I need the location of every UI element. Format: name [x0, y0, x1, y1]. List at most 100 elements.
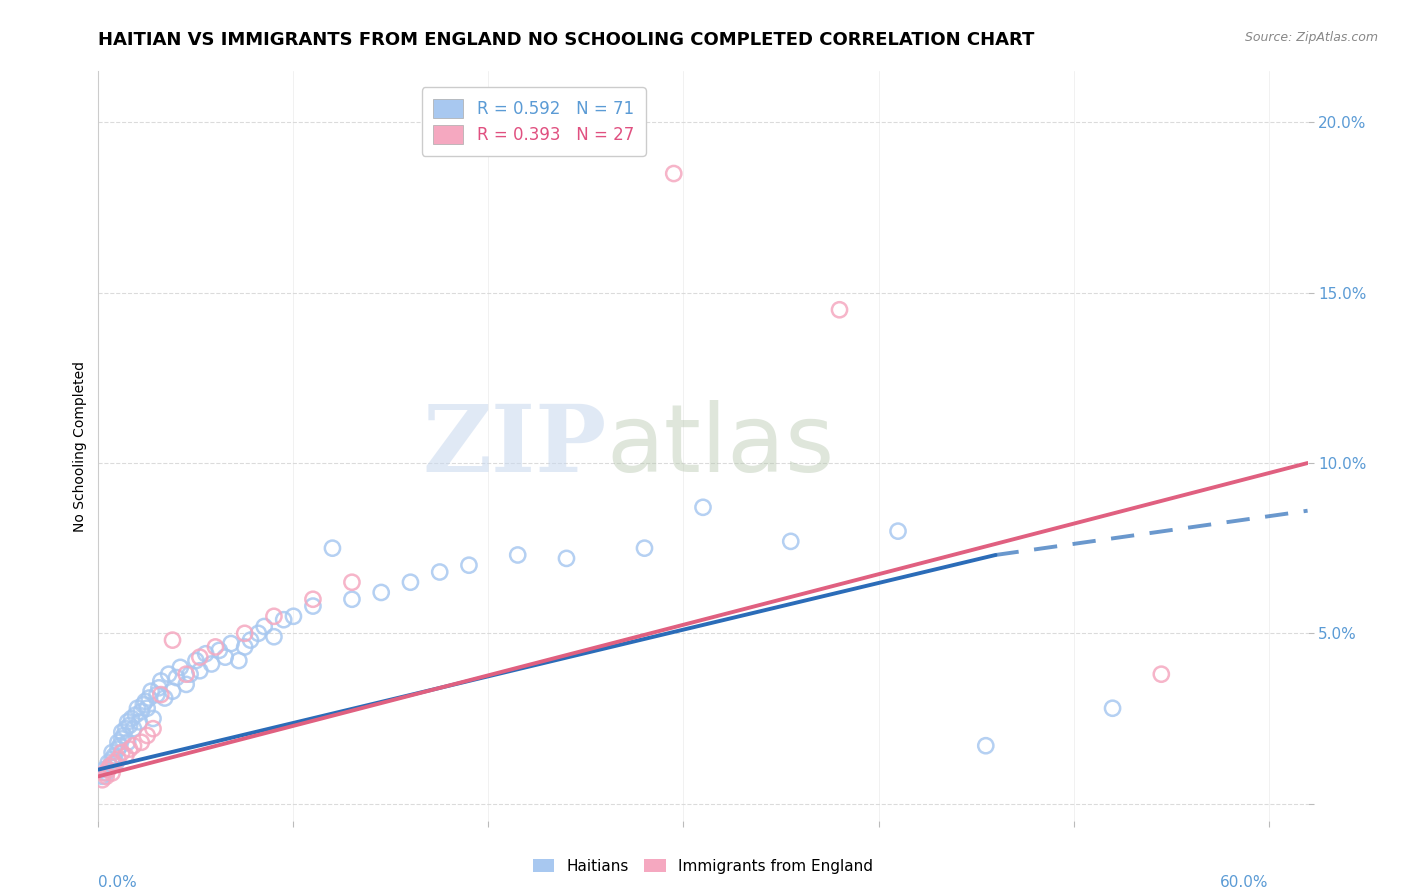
Point [662, 167, 685, 181]
Point [165, 671, 187, 685]
Point [136, 701, 159, 715]
Point [149, 673, 172, 688]
Point [179, 667, 201, 681]
Point [142, 722, 165, 736]
Point [340, 592, 363, 607]
Legend: R = 0.592   N = 71, R = 0.393   N = 27: R = 0.592 N = 71, R = 0.393 N = 27 [422, 87, 645, 156]
Point [228, 654, 250, 668]
Point [139, 684, 162, 698]
Text: ZIP: ZIP [422, 401, 606, 491]
Point [633, 541, 655, 556]
Point [157, 667, 180, 681]
Text: HAITIAN VS IMMIGRANTS FROM ENGLAND NO SCHOOLING COMPLETED CORRELATION CHART: HAITIAN VS IMMIGRANTS FROM ENGLAND NO SC… [98, 31, 1035, 49]
Point [98, 759, 121, 773]
Point [128, 714, 150, 729]
Point [91, 769, 114, 783]
Point [555, 551, 578, 566]
Point [302, 599, 325, 613]
Point [253, 619, 276, 633]
Point [148, 681, 170, 695]
Point [233, 626, 256, 640]
Point [107, 752, 129, 766]
Point [233, 640, 256, 654]
Point [118, 742, 141, 756]
Point [779, 534, 801, 549]
Point [340, 575, 363, 590]
Point [239, 633, 262, 648]
Point [107, 735, 129, 749]
Point [96, 766, 118, 780]
Point [974, 739, 997, 753]
Point [127, 701, 149, 715]
Point [93, 766, 115, 780]
Text: 60.0%: 60.0% [1220, 875, 1268, 890]
Point [96, 769, 118, 783]
Point [887, 524, 910, 538]
Legend: Haitians, Immigrants from England: Haitians, Immigrants from England [527, 853, 879, 880]
Point [97, 763, 120, 777]
Point [103, 756, 125, 770]
Point [399, 575, 422, 590]
Point [114, 722, 136, 736]
Point [1150, 667, 1173, 681]
Point [200, 657, 222, 671]
Point [828, 302, 851, 317]
Point [131, 735, 153, 749]
Point [321, 541, 343, 556]
Point [273, 613, 295, 627]
Point [114, 748, 136, 763]
Point [111, 725, 134, 739]
Y-axis label: No Schooling Completed: No Schooling Completed [73, 360, 87, 532]
Point [263, 630, 285, 644]
Point [429, 565, 451, 579]
Point [107, 742, 129, 756]
Point [188, 664, 211, 678]
Point [111, 731, 134, 746]
Point [98, 759, 121, 773]
Point [117, 735, 139, 749]
Point [194, 647, 217, 661]
Point [162, 633, 184, 648]
Point [184, 654, 207, 668]
Point [132, 698, 155, 712]
Point [131, 705, 153, 719]
Point [506, 548, 529, 562]
Point [1101, 701, 1123, 715]
Point [169, 660, 191, 674]
Point [97, 756, 120, 770]
Point [188, 650, 211, 665]
Point [204, 640, 226, 654]
Point [101, 746, 124, 760]
Point [104, 756, 127, 770]
Point [134, 694, 156, 708]
Text: atlas: atlas [606, 400, 835, 492]
Point [136, 729, 159, 743]
Point [153, 691, 176, 706]
Point [208, 643, 231, 657]
Point [458, 558, 481, 573]
Point [214, 650, 236, 665]
Text: 0.0%: 0.0% [98, 875, 138, 890]
Point [283, 609, 305, 624]
Point [263, 609, 285, 624]
Point [692, 500, 714, 515]
Point [146, 688, 169, 702]
Point [101, 752, 124, 766]
Point [121, 711, 143, 725]
Point [124, 708, 146, 723]
Point [219, 636, 242, 650]
Point [162, 684, 184, 698]
Point [93, 763, 115, 777]
Point [101, 766, 124, 780]
Point [302, 592, 325, 607]
Point [138, 691, 160, 706]
Point [142, 711, 165, 725]
Point [247, 626, 270, 640]
Point [370, 585, 392, 599]
Point [91, 772, 114, 787]
Point [108, 739, 131, 753]
Text: Source: ZipAtlas.com: Source: ZipAtlas.com [1244, 31, 1378, 45]
Point [118, 718, 141, 732]
Point [111, 746, 134, 760]
Point [103, 748, 125, 763]
